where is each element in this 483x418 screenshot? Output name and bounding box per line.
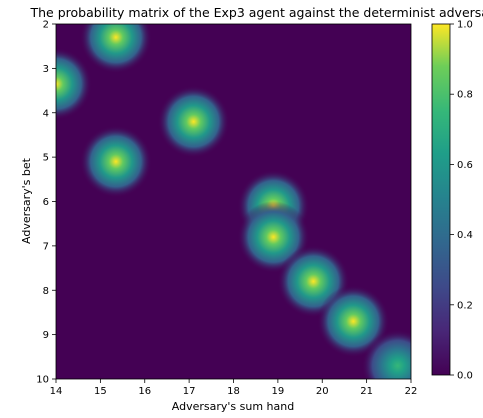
y-tick-label: 6	[43, 197, 49, 208]
colorbar-tick-label: 0.2	[457, 300, 473, 311]
y-tick-label: 7	[43, 241, 49, 252]
x-axis-label: Adversary's sum hand	[172, 400, 294, 413]
heatmap-hotspot	[157, 85, 230, 158]
colorbar-tick-label: 1.0	[457, 20, 473, 31]
colorbar	[431, 23, 451, 376]
colorbar-tick-label: 0.8	[457, 90, 473, 101]
colorbar-tick-label: 0.0	[457, 371, 473, 382]
x-tick-label: 19	[272, 386, 285, 397]
y-tick-label: 4	[43, 108, 49, 119]
y-tick-label: 3	[43, 64, 49, 75]
y-tick-label: 8	[43, 286, 49, 297]
y-tick-label: 5	[43, 153, 49, 164]
plot-area	[56, 24, 411, 379]
heatmap-hotspot	[317, 285, 390, 358]
y-tick-label: 10	[36, 375, 49, 386]
x-tick-label: 21	[360, 386, 373, 397]
y-axis: 2 3 4 5 6 7 8 9 10	[36, 20, 56, 386]
chart-title: The probability matrix of the Exp3 agent…	[30, 5, 483, 20]
heatmap-hotspot	[361, 329, 411, 379]
colorbar-tick-label: 0.6	[457, 160, 473, 171]
x-tick-label: 18	[227, 386, 240, 397]
y-tick-label: 2	[43, 20, 49, 31]
x-tick-label: 14	[50, 386, 63, 397]
x-tick-label: 15	[94, 386, 107, 397]
y-tick-label: 9	[43, 330, 49, 341]
colorbar-tick-label: 0.4	[457, 230, 473, 241]
y-axis-label: Adversary's bet	[20, 157, 33, 244]
heatmap-hotspot	[56, 47, 92, 120]
x-tick-label: 22	[405, 386, 418, 397]
heatmap-hotspot	[79, 125, 152, 198]
heatmap-hotspot	[79, 24, 152, 74]
x-axis: 14 15 16 17 18 19 20 21 22	[50, 379, 418, 397]
x-tick-label: 17	[183, 386, 196, 397]
x-tick-label: 16	[138, 386, 151, 397]
x-tick-label: 20	[316, 386, 329, 397]
colorbar-axis: 0.0 0.2 0.4 0.6 0.8 1.0	[450, 20, 473, 382]
